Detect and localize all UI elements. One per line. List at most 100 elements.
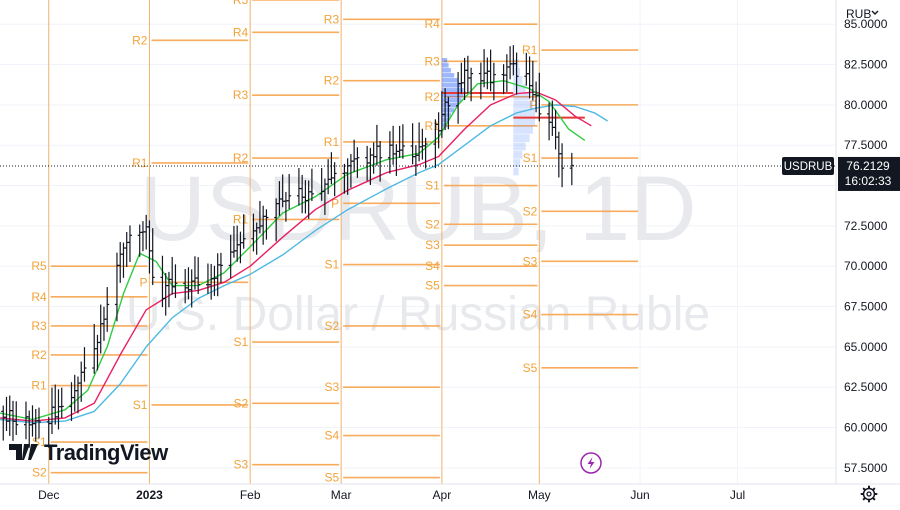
volume-profile-row	[513, 125, 533, 134]
time-tick-label: Mar	[331, 488, 352, 502]
pivot-label: R2	[132, 33, 148, 47]
pivot-label: R2	[233, 151, 249, 165]
pivot-label: S4	[523, 308, 538, 322]
symbol-tag-box	[782, 156, 834, 175]
pivot-label: R4	[31, 290, 47, 304]
tradingview-logo: TradingView	[9, 440, 170, 465]
currency-label: RUB	[846, 7, 871, 21]
pivot-label: R5	[31, 259, 47, 273]
time-tick-label: May	[528, 488, 551, 502]
volume-profile-row	[441, 78, 459, 83]
pivot-label: S1	[233, 335, 248, 349]
pivot-label: S3	[523, 254, 538, 268]
pivot-label: S1	[425, 179, 440, 193]
price-tick-label: 60.0000	[844, 421, 888, 435]
symbol-tag: USDRUB	[782, 156, 834, 175]
volume-profile-row	[513, 134, 530, 143]
volume-profile-row	[513, 109, 536, 118]
pivot-label: R1	[132, 156, 148, 170]
pivot-label: R1	[233, 212, 249, 226]
pivot-label: R2	[522, 0, 538, 2]
pivot-label: S3	[233, 458, 248, 472]
logo-text: TradingView	[44, 440, 169, 465]
pivot-label: R3	[324, 12, 340, 26]
volume-profile-row	[441, 113, 451, 118]
price-tick-label: 65.0000	[844, 340, 888, 354]
price-axis[interactable]	[836, 0, 900, 484]
time-tick-label: Jun	[630, 488, 649, 502]
price-bars	[1, 45, 574, 448]
volume-profile-row	[513, 142, 526, 151]
pivot-label: S1	[523, 151, 538, 165]
pivot-label: S5	[425, 279, 440, 293]
gear-icon[interactable]	[860, 485, 878, 503]
price-tick-label: 80.0000	[844, 98, 888, 112]
pivot-label: R2	[425, 90, 441, 104]
pivot-label: S1	[324, 258, 339, 272]
volume-profile-row	[441, 122, 448, 128]
price-tick-label: 77.5000	[844, 138, 888, 152]
price-tick-label: 70.0000	[844, 259, 888, 273]
price-tick-label: 57.5000	[844, 461, 888, 475]
pivot-label: R3	[233, 88, 249, 102]
price-tick-label: 82.5000	[844, 58, 888, 72]
time-tick-label: Feb	[240, 488, 261, 502]
price-tick-label: 67.5000	[844, 300, 888, 314]
pivot-label: S5	[523, 361, 538, 375]
volume-profile-row	[441, 93, 464, 98]
pivot-label: S4	[425, 259, 440, 273]
volume-profile-row	[513, 150, 523, 159]
pivot-label: S2	[324, 319, 339, 333]
time-tick-label: Apr	[433, 488, 452, 502]
pivot-levels: R5 R4 R3 R2 R1 S1 S2 R2 R1 P S1 R5 R4 R3 R2 R1 S1 S2 S3 R3 R…	[31, 0, 639, 485]
volume-profile-row	[441, 88, 464, 93]
pivot-label: R4	[233, 25, 249, 39]
price-tick-label: 72.5000	[844, 219, 888, 233]
pivot-label: R1	[31, 379, 47, 393]
volume-profile-row	[513, 84, 526, 93]
chevron-down-icon	[871, 10, 879, 15]
price-tag-box	[838, 156, 900, 191]
pivot-label: R1	[522, 43, 538, 57]
price-tick-label: 62.5000	[844, 380, 888, 394]
volume-profile-row	[513, 75, 523, 84]
volume-profile-row	[441, 63, 449, 68]
symbol-tag-label: USDRUB	[784, 161, 833, 173]
pivot-label: S2	[32, 466, 47, 480]
volume-profile-row	[513, 167, 519, 176]
tv-logo-mark	[9, 444, 38, 460]
pivot-label: R4	[425, 17, 441, 31]
price-tag-countdown: 16:02:33	[845, 174, 892, 188]
volume-profile-row	[513, 159, 521, 168]
volume-profile-row	[513, 100, 533, 109]
pivot-label: P	[529, 98, 537, 112]
pivot-label: R5	[233, 0, 249, 7]
pivot-label: S3	[425, 238, 440, 252]
time-axis-ticks: Dec 2023 Feb Mar Apr May Jun Jul	[38, 488, 745, 502]
pivot-label: S2	[425, 217, 440, 231]
pivot-label: R1	[425, 119, 441, 133]
watermark-symbol: USDRUB, 1D	[139, 158, 696, 260]
pivot-label: R2	[31, 348, 47, 362]
time-axis[interactable]	[0, 484, 836, 510]
volume-profile-row	[441, 73, 455, 78]
pivot-label: P	[331, 196, 339, 210]
volume-profile-row	[513, 92, 530, 101]
pivot-label: R3	[425, 54, 441, 68]
price-tick-label: 85.0000	[844, 17, 888, 31]
time-tick-label: Dec	[38, 488, 59, 502]
lightning-icon[interactable]	[580, 452, 602, 474]
pivot-label: P	[139, 275, 147, 289]
volume-profile-row	[441, 98, 462, 103]
price-tag: 76.2129 16:02:33	[838, 156, 900, 191]
pivot-label: S2	[233, 396, 248, 410]
ma-mid-line	[0, 91, 592, 422]
volume-profile-row	[441, 83, 462, 88]
currency-dropdown[interactable]: RUB	[846, 7, 879, 21]
volume-profile-row	[441, 58, 448, 63]
volume-profile-row	[513, 117, 536, 126]
time-tick-label: Jul	[730, 488, 745, 502]
price-tag-value: 76.2129	[846, 159, 890, 173]
pivot-label: R1	[324, 135, 340, 149]
